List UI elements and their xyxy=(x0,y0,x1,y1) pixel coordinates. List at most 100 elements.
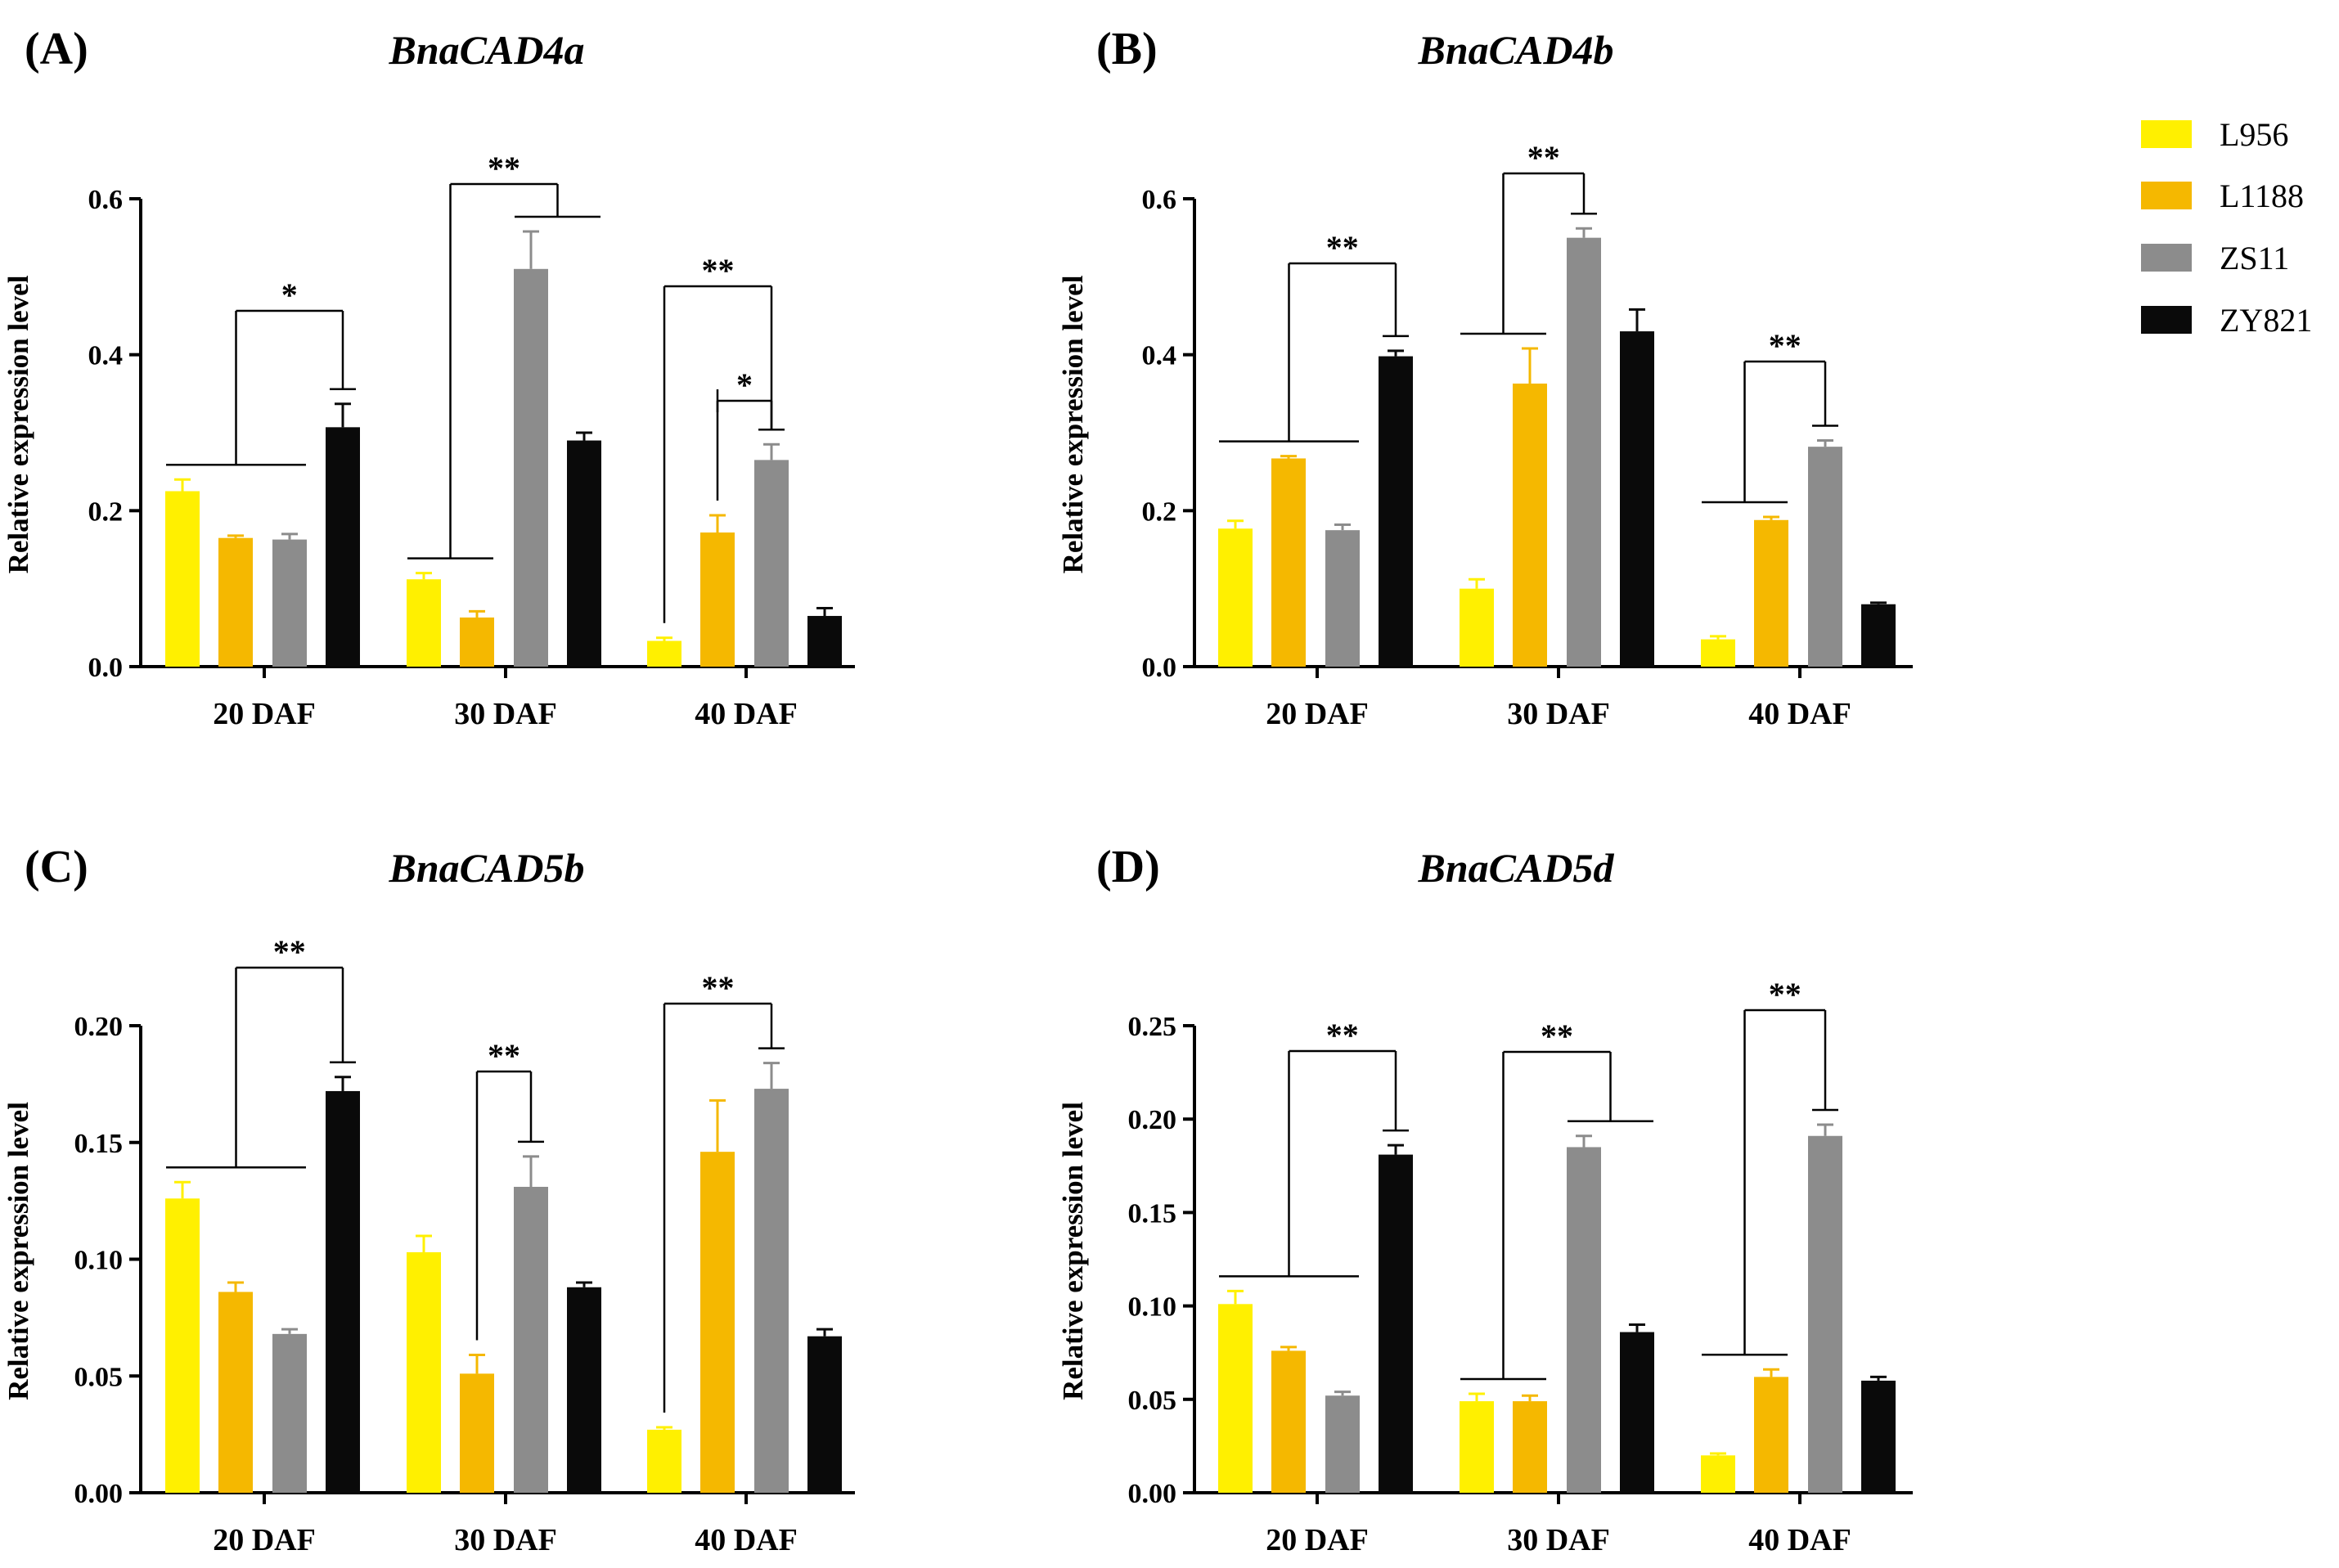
significance-bracket: ** xyxy=(166,933,356,1169)
legend-label: L1188 xyxy=(2220,177,2304,214)
legend: L956 L1188 ZS11 ZY821 xyxy=(2141,116,2312,339)
x-tick-label: 20 DAF xyxy=(213,1523,316,1557)
significance-bracket: ** xyxy=(1219,229,1409,443)
chart-panel-3: (C) BnaCAD5b Relative expression level 0.00… xyxy=(2,842,855,1557)
y-tick-label: 0.2 xyxy=(1142,496,1177,527)
significance-bracket: ** xyxy=(663,969,785,1413)
significance-bracket: ** xyxy=(407,150,600,559)
y-tick-label: 0.15 xyxy=(1128,1198,1177,1229)
bar-ZS11-30DAF xyxy=(1567,1147,1601,1493)
panel-letter: (A) xyxy=(25,24,88,74)
bar-ZS11-40DAF xyxy=(1808,1135,1842,1493)
bar-L1188-20DAF xyxy=(218,537,253,667)
legend-label: ZY821 xyxy=(2220,302,2312,339)
y-tick-label: 0.0 xyxy=(1142,653,1177,683)
bar-L1188-40DAF xyxy=(1754,1377,1788,1493)
legend-item-ZS11: ZS11 xyxy=(2141,240,2289,276)
chart-panel-4: (D) BnaCAD5d Relative expression level 0.00… xyxy=(1057,842,1913,1557)
bar-L1188-30DAF xyxy=(1513,383,1547,667)
bar-ZY821-20DAF xyxy=(1379,356,1413,667)
legend-swatch xyxy=(2141,306,2192,334)
y-tick-label: 0.20 xyxy=(74,1012,124,1042)
bar-L956-20DAF xyxy=(1218,1304,1253,1493)
y-tick-label: 0.05 xyxy=(1128,1386,1177,1416)
bar-ZY821-40DAF xyxy=(1861,1380,1896,1493)
significance-bracket: * xyxy=(166,276,356,466)
x-tick-label: 20 DAF xyxy=(1266,697,1369,731)
legend-item-ZY821: ZY821 xyxy=(2141,302,2312,339)
bar-ZS11-20DAF xyxy=(1325,1395,1360,1493)
bar-L1188-30DAF xyxy=(460,1373,494,1493)
significance-label: * xyxy=(736,366,753,403)
y-tick-label: 0.00 xyxy=(74,1479,124,1509)
x-tick-label: 40 DAF xyxy=(695,1523,798,1557)
significance-bracket: ** xyxy=(1460,1018,1653,1381)
significance-label: ** xyxy=(1326,229,1359,266)
legend-item-L1188: L1188 xyxy=(2141,177,2304,214)
chart-title: BnaCAD5b xyxy=(389,845,585,891)
bar-L956-40DAF xyxy=(647,640,681,667)
panel-letter: (C) xyxy=(25,842,88,892)
legend-label: L956 xyxy=(2220,116,2288,153)
bar-ZY821-30DAF xyxy=(567,1287,601,1493)
y-tick-label: 0.6 xyxy=(88,185,124,215)
y-tick-label: 0.0 xyxy=(88,653,124,683)
bar-ZY821-40DAF xyxy=(1861,604,1896,667)
bar-ZY821-30DAF xyxy=(567,440,601,667)
y-tick-label: 0.6 xyxy=(1142,185,1177,215)
bar-L956-30DAF xyxy=(407,1251,441,1493)
y-tick-label: 0.10 xyxy=(74,1246,124,1276)
y-tick-label: 0.20 xyxy=(1128,1105,1177,1135)
bar-ZY821-20DAF xyxy=(326,1090,360,1493)
x-tick-label: 40 DAF xyxy=(695,697,798,731)
x-tick-label: 40 DAF xyxy=(1748,697,1851,731)
bar-ZY821-20DAF xyxy=(326,427,360,667)
x-tick-label: 30 DAF xyxy=(1507,1523,1610,1557)
significance-bracket: ** xyxy=(1702,327,1838,504)
significance-bracket: ** xyxy=(1702,976,1838,1356)
legend-swatch xyxy=(2141,244,2192,272)
bar-L956-20DAF xyxy=(165,491,200,667)
bar-L1188-40DAF xyxy=(1754,519,1788,667)
significance-bracket: ** xyxy=(1219,1017,1409,1278)
chart-title: BnaCAD5d xyxy=(1418,845,1615,891)
y-tick-label: 0.10 xyxy=(1128,1292,1177,1323)
bar-L956-20DAF xyxy=(1218,528,1253,667)
chart-title: BnaCAD4b xyxy=(1418,27,1614,73)
bar-ZY821-30DAF xyxy=(1620,1332,1654,1493)
significance-label: ** xyxy=(273,933,306,970)
significance-label: ** xyxy=(1527,139,1560,176)
y-axis-label: Relative expression level xyxy=(1057,1102,1089,1400)
bar-L956-20DAF xyxy=(165,1198,200,1493)
significance-label: ** xyxy=(1326,1017,1359,1054)
y-tick-label: 0.4 xyxy=(88,341,124,371)
bar-ZY821-40DAF xyxy=(807,616,842,667)
bar-L956-30DAF xyxy=(1460,588,1494,667)
bar-ZY821-40DAF xyxy=(807,1336,842,1493)
bar-ZS11-40DAF xyxy=(754,460,789,667)
x-tick-label: 30 DAF xyxy=(454,1523,557,1557)
x-tick-label: 30 DAF xyxy=(1507,697,1610,731)
x-tick-label: 30 DAF xyxy=(454,697,557,731)
bar-L1188-40DAF xyxy=(700,1152,735,1493)
significance-label: ** xyxy=(488,1037,520,1074)
bar-ZS11-40DAF xyxy=(754,1089,789,1493)
significance-bracket: ** xyxy=(475,1037,544,1341)
significance-bracket: * xyxy=(716,366,785,501)
y-tick-label: 0.25 xyxy=(1128,1012,1177,1042)
bar-L1188-30DAF xyxy=(460,617,494,667)
legend-swatch xyxy=(2141,182,2192,209)
y-tick-label: 0.2 xyxy=(88,496,124,527)
significance-label: ** xyxy=(702,969,735,1006)
legend-item-L956: L956 xyxy=(2141,116,2288,153)
bar-ZS11-30DAF xyxy=(514,1186,548,1493)
panel-letter: (D) xyxy=(1096,842,1160,892)
bar-ZY821-20DAF xyxy=(1379,1154,1413,1493)
legend-swatch xyxy=(2141,120,2192,148)
bar-ZS11-30DAF xyxy=(1567,237,1601,667)
bar-L1188-20DAF xyxy=(1271,1350,1306,1493)
legend-label: ZS11 xyxy=(2220,240,2289,276)
significance-label: * xyxy=(281,276,298,313)
